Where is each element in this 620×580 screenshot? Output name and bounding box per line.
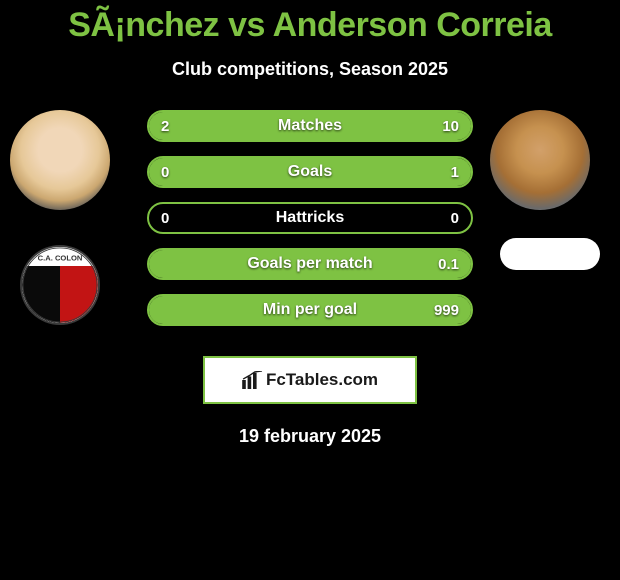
stat-bars: 2Matches100Goals10Hattricks0Goals per ma… [147,110,473,326]
chart-icon [242,371,264,389]
stat-label: Hattricks [276,209,344,227]
svg-text:C.A. COLON: C.A. COLON [38,253,83,262]
page-title: SÃ¡nchez vs Anderson Correia [68,6,552,45]
player-photo-right [490,110,590,210]
stat-bar: Goals per match 0.1 [147,248,473,280]
subtitle: Club competitions, Season 2025 [172,59,448,80]
stat-value-left: 0 [161,210,169,227]
stat-label: Goals per match [247,255,372,273]
brand-text: FcTables.com [266,370,378,390]
club-badge-left: C.A. COLON [20,245,100,325]
stat-value-left: 2 [161,118,169,135]
stat-bar: 0 Goals 1 [147,156,473,188]
stat-label: Matches [278,117,342,135]
stat-bar: 0 Hattricks 0 [147,202,473,234]
stat-label: Goals [288,163,332,181]
stat-value-right: 10 [442,118,459,135]
player-photo-left [10,110,110,210]
stat-value-right: 999 [434,302,459,319]
brand-box: FcTables.com [203,356,417,404]
stat-value-right: 0.1 [438,256,459,273]
stat-bar: 2 Matches 10 [147,110,473,142]
club-badge-right [500,238,600,270]
date-string: 19 february 2025 [239,426,381,447]
stat-value-right: 0 [451,210,459,227]
stat-value-right: 1 [451,164,459,181]
stat-value-left: 0 [161,164,169,181]
comparison-block: C.A. COLON 2Matches100Goals10Hattricks0G… [0,110,620,326]
stat-label: Min per goal [263,301,357,319]
stat-bar: Min per goal 999 [147,294,473,326]
